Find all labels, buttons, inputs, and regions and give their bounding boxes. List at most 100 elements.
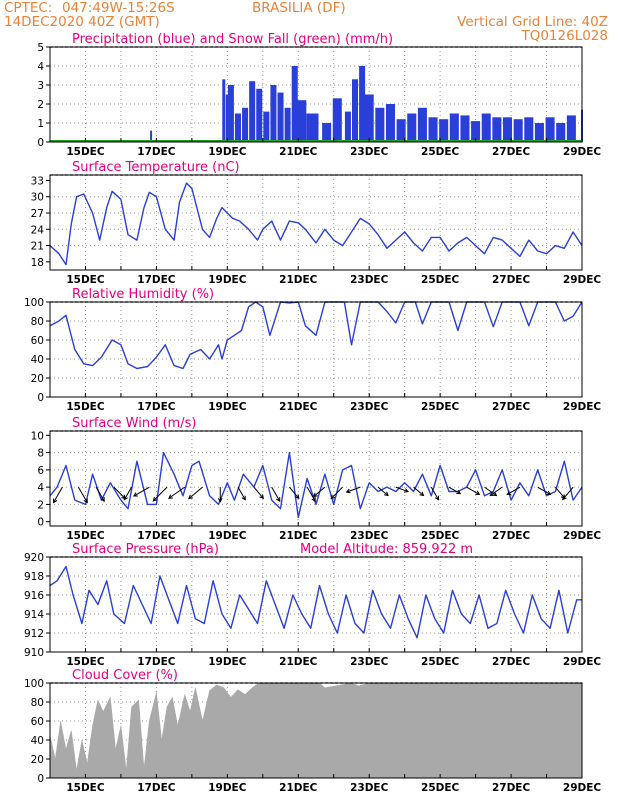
header-run: 14DEC2020 40Z (GMT) bbox=[4, 14, 160, 30]
wind-arrow-head bbox=[83, 498, 88, 504]
cloud-ytick-label: 0 bbox=[37, 773, 44, 785]
wind-arrow-shaft bbox=[152, 486, 168, 502]
precip-xtick-label: 27DEC bbox=[492, 146, 531, 158]
cloud-ytick-label: 20 bbox=[31, 754, 44, 766]
wind-arrow-head bbox=[312, 492, 318, 498]
wind-arrow-shaft bbox=[395, 486, 409, 493]
cloud-xtick-label: 21DEC bbox=[279, 782, 318, 794]
precip-ytick-label: 4 bbox=[37, 61, 44, 73]
wind-xtick-label: 15DEC bbox=[66, 530, 105, 542]
rh-xtick-label: 21DEC bbox=[279, 401, 318, 413]
temp-xtick-label: 17DEC bbox=[137, 274, 176, 286]
rh-ytick-label: 100 bbox=[24, 297, 44, 309]
cloud-cover-area bbox=[50, 683, 582, 778]
rh-xtick-label: 15DEC bbox=[66, 401, 105, 413]
rh-xtick-label: 25DEC bbox=[421, 401, 460, 413]
cloud-xtick-label: 15DEC bbox=[66, 782, 105, 794]
cloud-xtick-label: 19DEC bbox=[208, 782, 247, 794]
wind-arrow-head bbox=[294, 494, 300, 500]
precip-bar bbox=[481, 113, 491, 142]
wind-ytick-label: 6 bbox=[37, 465, 44, 477]
wind-ytick-label: 4 bbox=[37, 482, 44, 494]
pres-xtick-label: 15DEC bbox=[66, 656, 105, 668]
wind-arrow-head bbox=[188, 494, 193, 500]
wind-arrow-shaft bbox=[484, 486, 497, 496]
precip-bar bbox=[545, 117, 555, 142]
wind-arrow-shaft bbox=[133, 486, 150, 497]
wind-arrow-head bbox=[168, 494, 173, 499]
wind-title: Surface Wind (m/s) bbox=[72, 416, 196, 431]
precip-bar bbox=[291, 66, 298, 142]
wind-arrow-head bbox=[419, 491, 425, 497]
temp-xtick-label: 21DEC bbox=[279, 274, 318, 286]
rh-ytick-label: 0 bbox=[37, 392, 44, 404]
rh-ytick-label: 80 bbox=[31, 316, 44, 328]
pres-panel: 910 912 914 916 918 920 15DEC 17DEC 19DEC 21DEC 23… bbox=[24, 542, 601, 668]
wind-arrow-shaft bbox=[95, 486, 105, 502]
precip-bar bbox=[524, 117, 534, 142]
precip-bar bbox=[351, 79, 359, 142]
wind-frame bbox=[49, 430, 583, 527]
rh-ytick-label: 40 bbox=[31, 354, 44, 366]
rh-panel: 0 20 40 60 80 100 15DEC 17DEC 19DEC 21DEC 23DEC 25D… bbox=[24, 287, 601, 413]
precip-bar bbox=[344, 111, 351, 142]
precip-bar bbox=[227, 85, 234, 142]
wind-arrow-shaft bbox=[489, 486, 503, 496]
precip-bar bbox=[277, 92, 284, 142]
temp-ytick-label: 33 bbox=[31, 175, 44, 187]
wind-arrow-head bbox=[132, 492, 138, 497]
wind-arrow-shaft bbox=[313, 486, 326, 497]
rh-line bbox=[49, 301, 583, 370]
precip-ytick-label: 2 bbox=[37, 99, 44, 111]
precip-bar bbox=[417, 107, 427, 142]
precip-bar bbox=[460, 115, 470, 142]
precip-ytick-label: 1 bbox=[37, 118, 44, 130]
wind-arrow-head bbox=[152, 496, 158, 502]
rh-ytick-label: 60 bbox=[31, 335, 44, 347]
pres-xtick-label: 25DEC bbox=[421, 656, 460, 668]
rh-xtick-label: 17DEC bbox=[137, 401, 176, 413]
wind-arrow-head bbox=[52, 498, 58, 504]
precip-bar bbox=[364, 94, 374, 142]
precip-panel: 0 1 2 3 4 5 15DEC 17DEC 19DEC 21DEC 23DEC 25DEC 27DE… bbox=[37, 32, 601, 158]
wind-ytick-label: 10 bbox=[31, 430, 44, 442]
header-grid-note: Vertical Grid Line: 40Z bbox=[457, 14, 608, 30]
precip-xtick-label: 23DEC bbox=[350, 146, 389, 158]
precip-bar bbox=[306, 113, 319, 142]
wind-xtick-label: 23DEC bbox=[350, 530, 389, 542]
wind-arrow-shaft bbox=[168, 486, 186, 499]
precip-xtick-label: 21DEC bbox=[279, 146, 318, 158]
precip-xtick-label: 29DEC bbox=[563, 146, 602, 158]
wind-arrow-shaft bbox=[537, 486, 551, 495]
wind-arrow-shaft bbox=[306, 486, 316, 502]
wind-arrow-head bbox=[330, 494, 336, 500]
wind-arrow-head bbox=[562, 495, 567, 501]
cloud-xtick-label: 27DEC bbox=[492, 782, 531, 794]
precip-bar bbox=[502, 117, 513, 142]
precip-xtick-label: 17DEC bbox=[137, 146, 176, 158]
wind-arrow-head bbox=[100, 497, 105, 503]
wind-arrow-head bbox=[259, 494, 264, 500]
precip-bar bbox=[234, 113, 241, 142]
temp-xtick-label: 15DEC bbox=[66, 274, 105, 286]
precip-ytick-label: 0 bbox=[37, 137, 44, 149]
wind-arrow-head bbox=[241, 495, 246, 501]
wind-arrow-head bbox=[345, 488, 351, 494]
precip-ytick-label: 5 bbox=[37, 42, 44, 54]
wind-xtick-label: 25DEC bbox=[421, 530, 460, 542]
pres-line bbox=[49, 565, 582, 639]
precip-title: Precipitation (blue) and Snow Fall (gree… bbox=[72, 32, 393, 47]
wind-ytick-label: 0 bbox=[37, 517, 44, 529]
wind-arrow-shaft bbox=[507, 486, 521, 495]
precip-bar bbox=[256, 88, 263, 142]
rh-xtick-label: 23DEC bbox=[350, 401, 389, 413]
wind-arrow-shaft bbox=[77, 486, 88, 503]
temp-ytick-label: 30 bbox=[31, 192, 44, 204]
cloud-xtick-label: 29DEC bbox=[563, 782, 602, 794]
temp-ytick-label: 27 bbox=[31, 208, 44, 220]
pres-xtick-label: 19DEC bbox=[208, 656, 247, 668]
wind-arrow-shaft bbox=[448, 486, 461, 495]
cloud-ytick-label: 80 bbox=[31, 697, 44, 709]
precip-bar bbox=[222, 79, 226, 142]
